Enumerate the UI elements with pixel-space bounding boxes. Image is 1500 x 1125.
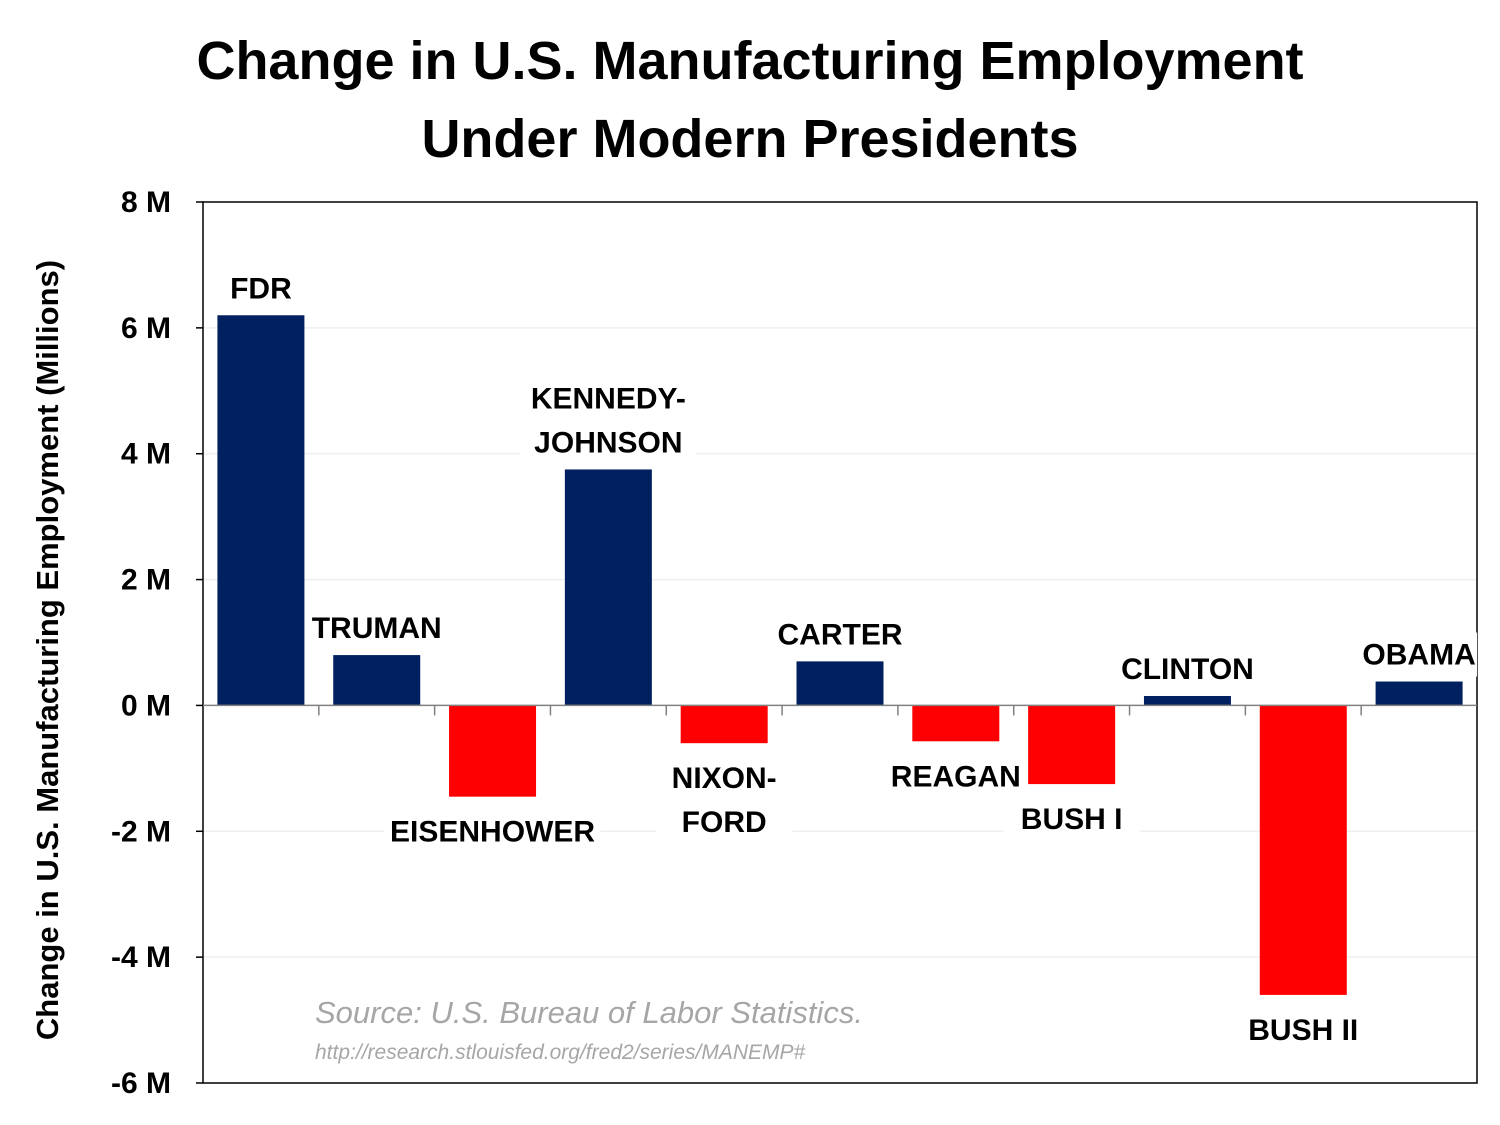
y-tick-label: -4 M — [111, 941, 171, 974]
bar-carter — [796, 661, 884, 706]
bar-label-background — [222, 266, 299, 311]
bar-reagan — [912, 705, 1000, 742]
bar-obama — [1375, 681, 1463, 706]
bar-label-background — [887, 754, 1024, 799]
source-url: http://research.stlouisfed.org/fred2/ser… — [315, 1041, 806, 1064]
y-tick-label: 6 M — [121, 312, 171, 345]
chart-title: Change in U.S. Manufacturing Employment … — [0, 22, 1500, 178]
y-tick-label: -2 M — [111, 815, 171, 848]
bar-label: CARTER — [778, 618, 903, 651]
bar-label: TRUMAN — [312, 612, 442, 645]
bar-label-background — [384, 809, 601, 854]
bar-clinton — [1143, 695, 1231, 706]
bar-label: FORD — [682, 806, 767, 839]
bar-label: JOHNSON — [534, 426, 682, 459]
bar-label: CLINTON — [1121, 653, 1254, 686]
bar-label-background — [1225, 1007, 1382, 1052]
bar-label-background — [772, 612, 908, 657]
bar-label: FDR — [230, 272, 292, 305]
bar-labels: FDR TRUMAN EISENHOWER KENNEDY- JOHNSON NIXON-… — [222, 266, 1478, 1052]
bar-kennedy-johnson — [564, 469, 652, 706]
bar-label-background — [308, 606, 445, 651]
bar-label: NIXON- — [672, 762, 777, 795]
bar-bush-i — [1028, 705, 1116, 785]
bar-label: REAGAN — [891, 760, 1021, 793]
y-tick-label: 0 M — [121, 689, 171, 722]
bar-fdr — [217, 315, 305, 706]
bar-label-background — [1003, 797, 1140, 842]
y-tick-label: 8 M — [121, 186, 171, 219]
y-tick-label: 4 M — [121, 438, 171, 471]
y-tick-label: 2 M — [121, 564, 171, 597]
y-tick-label: -6 M — [111, 1067, 171, 1100]
bar-eisenhower — [449, 705, 537, 797]
bar-label-background — [656, 756, 793, 845]
bar-label: EISENHOWER — [390, 816, 595, 849]
bar-label: KENNEDY- — [531, 382, 686, 415]
bar-label: BUSH II — [1248, 1014, 1358, 1047]
y-axis-label: Change in U.S. Manufacturing Employment … — [30, 260, 65, 1040]
bar-label-background — [520, 376, 697, 465]
chart-title-line-1: Change in U.S. Manufacturing Employment — [196, 31, 1304, 91]
bar-label: OBAMA — [1362, 639, 1475, 672]
bar-nixon-ford — [680, 705, 768, 744]
bar-truman — [333, 655, 421, 706]
source-note: Source: U.S. Bureau of Labor Statistics. — [315, 995, 863, 1030]
bars — [217, 315, 1463, 995]
chart-title-line-2: Under Modern Presidents — [421, 109, 1079, 169]
bar-label: BUSH I — [1021, 803, 1123, 836]
bar-label-background — [1109, 646, 1266, 691]
bar-bush-ii — [1259, 705, 1347, 995]
bar-label-background — [1361, 632, 1478, 677]
